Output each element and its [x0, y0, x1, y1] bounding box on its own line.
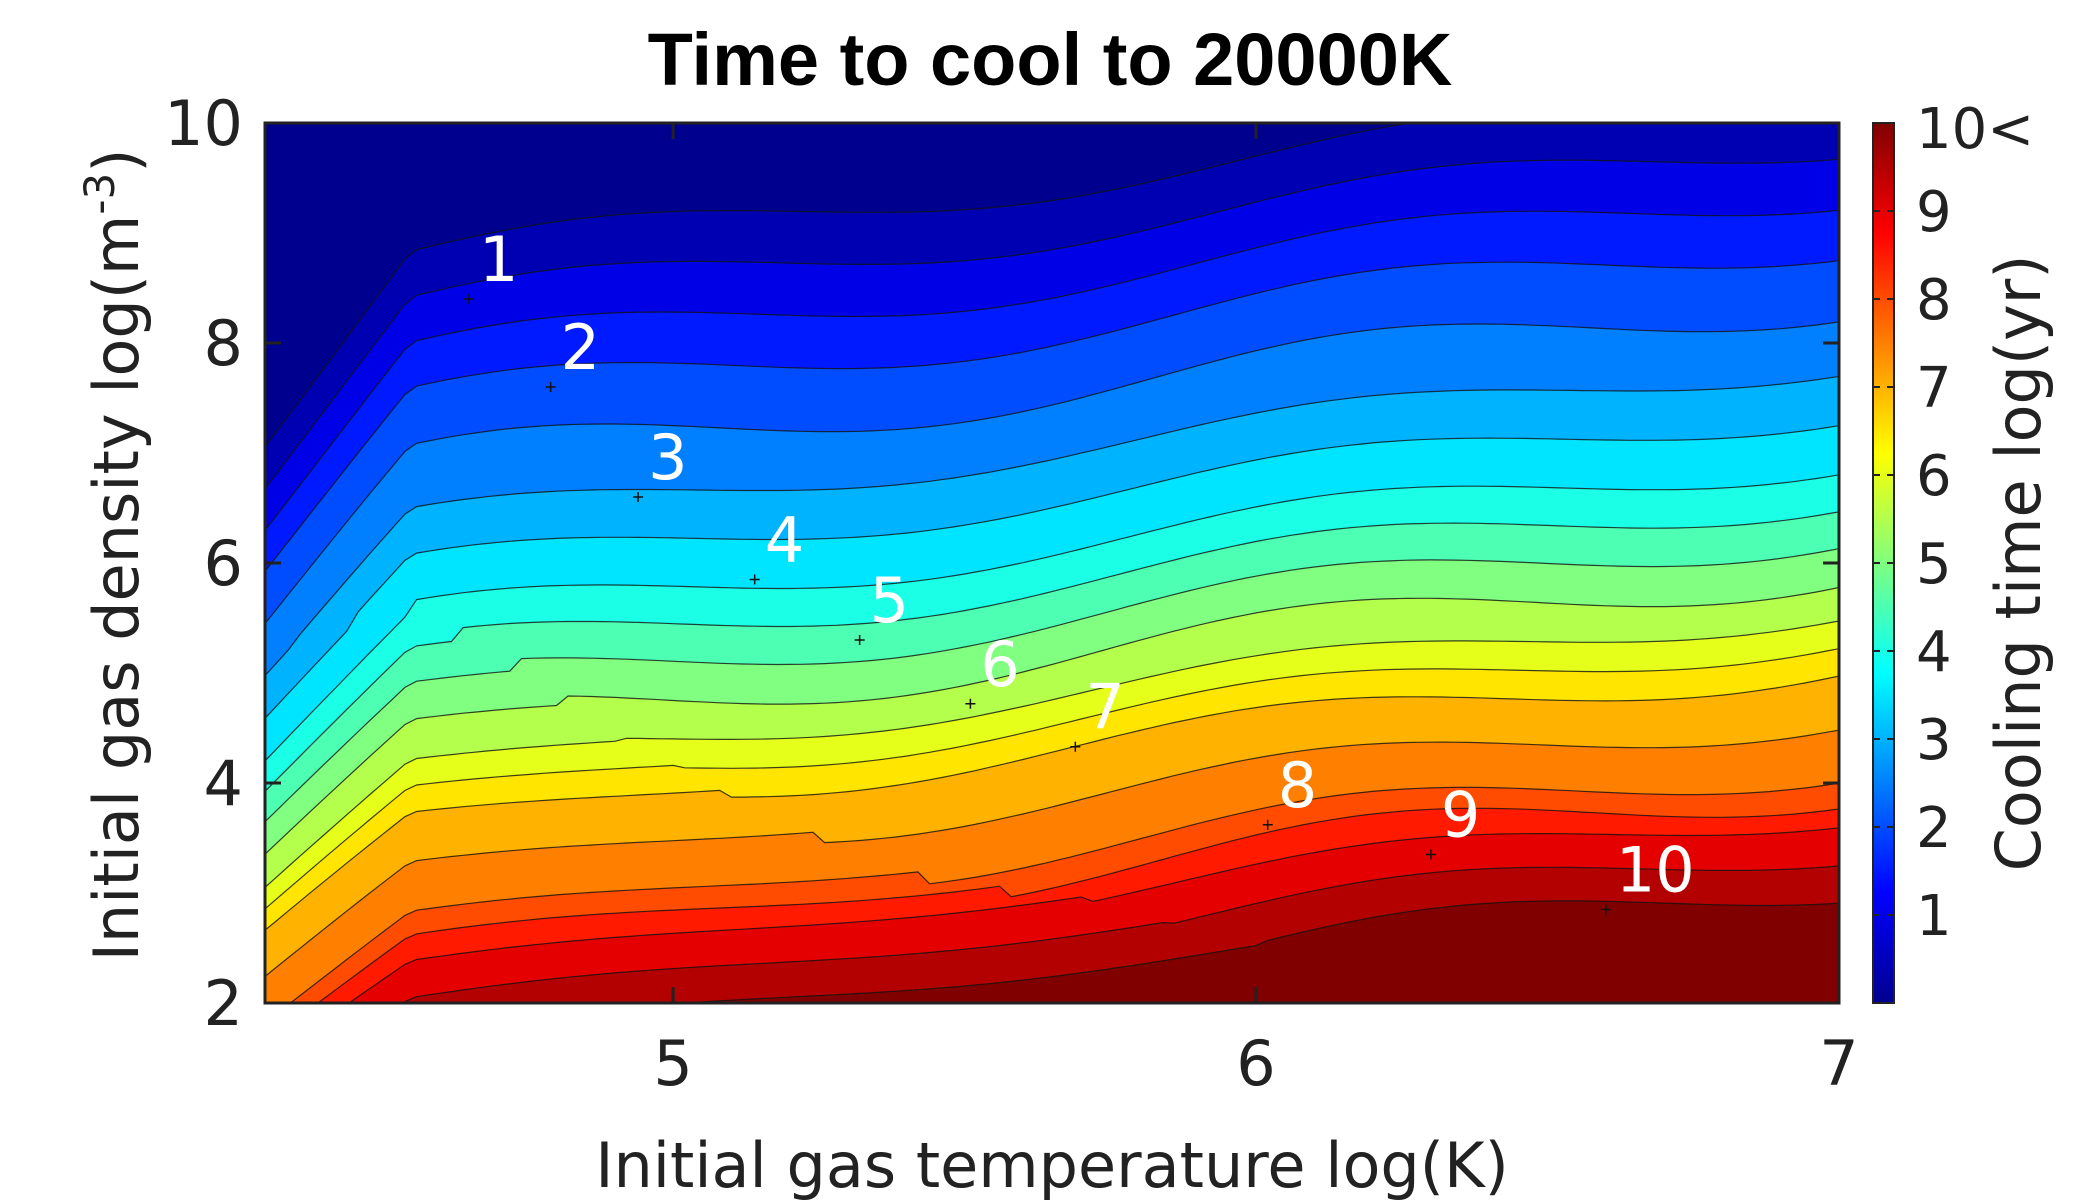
contour-label-marker — [749, 574, 760, 585]
contour-label: 2 — [561, 311, 600, 384]
contour-label-marker — [965, 698, 976, 709]
contour-line — [265, 209, 1839, 531]
colorbar-tick-label: 5 — [1916, 532, 1952, 597]
contour-line — [265, 620, 1839, 888]
contour-label: 1 — [479, 223, 518, 296]
contour-label-marker — [633, 492, 644, 502]
colorbar-tick-label: 3 — [1916, 708, 1952, 773]
contour-label-marker — [1600, 904, 1611, 915]
colorbar-tick-label: 7 — [1916, 356, 1952, 421]
contour-bands — [265, 123, 1839, 1003]
contour-label-marker — [1262, 819, 1273, 830]
contour-label: 6 — [980, 628, 1019, 701]
contour-line — [265, 648, 1839, 910]
colorbar-top-label: 10< — [1916, 97, 2034, 162]
contour-label: 5 — [870, 564, 909, 637]
contour-label-markers — [464, 294, 1611, 915]
contour-line — [265, 260, 1839, 572]
y-tick-labels: 2 4 6 8 10 — [164, 87, 243, 1040]
x-tick-labels: 5 6 7 — [653, 1027, 1858, 1100]
contour-line — [316, 807, 1839, 1003]
y-tick-label: 2 — [204, 967, 243, 1040]
contour-line — [265, 158, 1839, 490]
colorbar-tick-label: 9 — [1916, 180, 1952, 245]
contour-line — [347, 827, 1839, 1003]
contour-line — [289, 782, 1839, 1003]
contour-line — [265, 474, 1839, 762]
colorbar-tick-label: 1 — [1916, 884, 1952, 949]
axis-ticks — [265, 121, 1841, 1005]
y-tick-label: 6 — [204, 527, 243, 600]
contour-label-marker — [1070, 741, 1081, 752]
chart-title: Time to cool to 20000K — [648, 18, 1453, 101]
contour-label-marker — [854, 635, 865, 645]
contour-line — [265, 675, 1839, 931]
colorbar-label: Cooling time log(yr) — [1982, 255, 2055, 872]
contour-label: 3 — [648, 421, 687, 494]
contour-label: 9 — [1441, 779, 1480, 852]
contour-label: 7 — [1085, 671, 1124, 744]
y-axis-label: Initial gas density log(m-3) — [75, 149, 153, 962]
y-tick-label: 10 — [164, 87, 243, 160]
contour-lines — [265, 123, 1839, 1003]
contour-label: 10 — [1616, 834, 1695, 907]
contour-label-marker — [464, 294, 475, 304]
contour-line — [265, 511, 1839, 792]
contour-band — [684, 900, 1839, 1003]
contour-line — [265, 375, 1839, 677]
colorbar-tick-label: 8 — [1916, 268, 1952, 333]
x-tick-label: 6 — [1236, 1027, 1275, 1100]
contour-label: 8 — [1278, 749, 1317, 822]
contour-line — [401, 865, 1839, 1003]
x-axis-label: Initial gas temperature log(K) — [595, 1129, 1509, 1200]
colorbar-tick-label: 6 — [1916, 444, 1952, 509]
contour-line — [675, 900, 1839, 1003]
y-axis-label-base: Initial gas density log(m — [80, 215, 153, 962]
colorbar-tick-label: 4 — [1916, 620, 1952, 685]
y-tick-label: 8 — [204, 307, 243, 380]
colorbar: 1 2 3 4 5 6 7 8 9 10< Cooling time log(yr) — [1872, 97, 2055, 1004]
contour-line — [265, 586, 1839, 855]
colorbar-tick-label: 2 — [1916, 796, 1952, 861]
contour-line — [265, 425, 1839, 719]
y-axis-label-superscript: -3 — [75, 173, 124, 215]
contour-line — [265, 123, 1414, 447]
contour-label-marker — [1425, 849, 1436, 860]
contour-line — [265, 321, 1839, 624]
contour-line — [265, 548, 1839, 823]
x-tick-label: 5 — [653, 1027, 692, 1100]
contour-label-marker — [545, 382, 556, 392]
y-tick-label: 4 — [204, 747, 243, 820]
contour-line — [265, 729, 1839, 977]
contour-label: 4 — [765, 504, 804, 577]
y-axis-label-end: ) — [80, 149, 153, 173]
x-tick-label: 7 — [1819, 1027, 1858, 1100]
colorbar-ticks: 1 2 3 4 5 6 7 8 9 — [1873, 180, 1952, 949]
